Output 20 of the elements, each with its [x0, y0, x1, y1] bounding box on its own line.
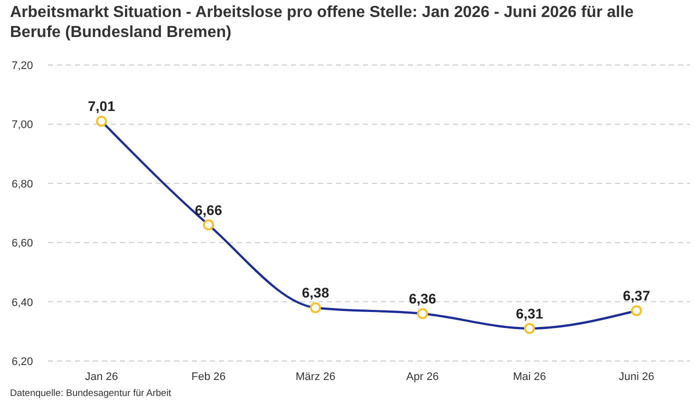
x-tick-label: Jan 26 [84, 371, 118, 383]
data-label: 7,01 [88, 98, 116, 114]
y-tick-label: 7,00 [12, 119, 33, 132]
chart-title: Arbeitsmarkt Situation - Arbeitslose pro offene Stelle: Jan 2026 - Juni 2026 für alle Berufe (Bundesland Bremen) [10, 4, 634, 41]
data-label: 6,37 [622, 288, 650, 304]
data-label: 6,38 [302, 284, 330, 301]
y-tick-label: 7,20 [12, 60, 33, 72]
y-tick-label: 6,40 [12, 296, 33, 309]
x-tick-label: Mai 26 [512, 371, 546, 383]
data-label: 6,66 [194, 202, 222, 218]
y-tick-label: 6,60 [12, 238, 33, 250]
x-tick-label: Juni 26 [618, 371, 654, 383]
data-label: 6,36 [408, 290, 436, 307]
y-tick-label: 6,80 [12, 178, 33, 190]
text: Datenquelle: Bundesagentur für Arbeit [10, 388, 172, 399]
data-label: 6,31 [516, 305, 544, 322]
y-tick-label: 6,20 [12, 356, 33, 368]
x-tick-label: Apr 26 [406, 371, 439, 383]
x-tick-label: Feb 26 [191, 371, 226, 383]
x-tick-label: März 26 [296, 371, 336, 383]
